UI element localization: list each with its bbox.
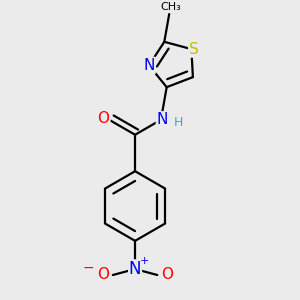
Text: S: S — [189, 42, 199, 57]
Text: N: N — [129, 260, 141, 278]
Text: O: O — [97, 267, 109, 282]
Text: CH₃: CH₃ — [160, 2, 181, 12]
Text: +: + — [140, 256, 149, 266]
Text: N: N — [143, 58, 155, 73]
Text: −: − — [83, 261, 94, 275]
Text: N: N — [157, 112, 168, 127]
Text: O: O — [98, 112, 110, 127]
Text: H: H — [173, 116, 183, 129]
Text: O: O — [161, 267, 173, 282]
